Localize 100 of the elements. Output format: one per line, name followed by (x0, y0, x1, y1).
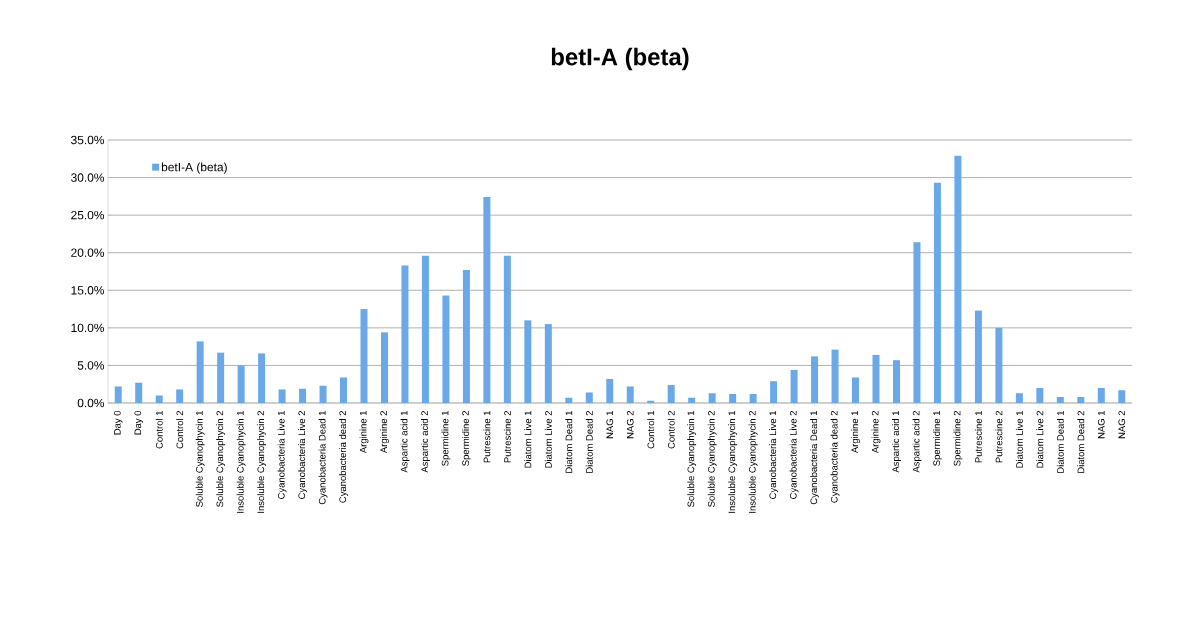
x-tick-label: Spermidine 1 (441, 411, 451, 466)
bar (565, 397, 573, 403)
bar (360, 309, 368, 403)
bar (483, 197, 491, 403)
bar (503, 255, 511, 403)
x-tick-label: Insoluble Cyanophycin 1 (728, 411, 738, 513)
bar (462, 270, 470, 403)
bar (1056, 396, 1064, 403)
bar (340, 377, 348, 403)
bar (626, 386, 634, 403)
y-tick-label: 10.0% (71, 323, 105, 333)
bar (380, 332, 388, 403)
bar (258, 353, 266, 403)
bar (995, 327, 1003, 403)
bar (401, 265, 409, 403)
bar (442, 295, 450, 403)
bar (708, 393, 716, 403)
x-tick-label: Insoluble Cyanophycin 1 (236, 411, 246, 513)
y-tick-label: 0.0% (77, 398, 105, 408)
x-tick-label: Cyanobacteria Live 2 (298, 411, 307, 499)
bar (892, 360, 900, 403)
x-tick-label: Putrescine 1 (974, 411, 982, 463)
x-tick-label: Control 2 (176, 411, 184, 449)
chart-title: betI-A (beta) (551, 47, 689, 71)
x-tick-label: Soluble Cyanophycin 1 (687, 411, 697, 507)
x-tick-label: Aspartic acid 1 (892, 411, 901, 473)
bar (544, 324, 552, 403)
x-tick-label: Control 1 (647, 411, 655, 449)
x-tick-label: Control 1 (155, 411, 163, 449)
bar (749, 393, 757, 403)
bar (1015, 393, 1023, 403)
bar (606, 378, 614, 403)
x-tick-label: Day 0 (134, 410, 144, 435)
x-tick-label: Soluble Cyanophycin 2 (216, 411, 226, 507)
bar (1118, 390, 1126, 403)
bar (913, 242, 921, 403)
x-tick-label: Diatom Live 1 (1015, 411, 1023, 468)
x-tick-label: Cyanobacteria Live 1 (769, 411, 779, 499)
x-tick-label: Arginine 1 (359, 411, 369, 454)
bar (933, 182, 941, 403)
x-tick-label: Soluble Cyanophycin 1 (195, 411, 205, 507)
x-tick-label: Cyanobacteria dead 2 (339, 411, 348, 503)
bar (1097, 387, 1105, 403)
x-tick-label: Cyanobacteria Live 2 (789, 411, 799, 499)
bar (196, 341, 204, 403)
x-tick-label: Aspartic acid 1 (400, 411, 410, 473)
y-tick-label: 15.0% (71, 286, 105, 295)
x-tick-label: Aspartic acid 2 (912, 411, 922, 473)
x-tick-label: Diatom Dead 2 (1077, 411, 1085, 473)
x-tick-label: Soluble Cyanophycin 2 (707, 411, 717, 507)
y-tick-label: 35.0% (71, 135, 105, 145)
bar (217, 352, 225, 403)
x-tick-label: Cyanobacteria Live 1 (277, 411, 287, 499)
bar (1077, 396, 1085, 403)
x-tick-label: Spermidine 1 (933, 411, 942, 466)
bar (278, 389, 286, 403)
x-tick-label: Diatom Live 1 (524, 411, 532, 468)
x-tick-label: NAG 2 (626, 410, 634, 439)
x-tick-label: Insoluble Cyanophycin 2 (257, 411, 267, 513)
bar (524, 320, 532, 403)
bar (237, 365, 245, 403)
x-tick-label: Insoluble Cyanophycin 2 (748, 411, 758, 513)
bar (729, 393, 737, 403)
bar (872, 354, 880, 403)
bar (176, 389, 184, 403)
x-tick-label: Arginine 1 (851, 411, 860, 454)
bar (585, 392, 593, 403)
x-tick-label: Arginine 2 (871, 411, 881, 454)
x-tick-label: Diatom Dead 1 (1056, 411, 1064, 473)
y-tick-label: 25.0% (71, 210, 105, 220)
x-tick-label: NAG 1 (606, 410, 614, 439)
bar (831, 349, 839, 403)
bar (770, 381, 778, 403)
bar (790, 369, 798, 403)
x-tick-label: Putrescine 2 (995, 411, 1003, 463)
bar (319, 385, 327, 403)
x-tick-label: Cyanobacteria dead 2 (830, 411, 840, 503)
y-tick-label: 30.0% (71, 173, 105, 182)
x-tick-label: Spermidine 2 (461, 411, 471, 466)
x-tick-label: Diatom Dead 2 (585, 411, 593, 473)
x-tick-label: Spermidine 2 (953, 411, 963, 466)
x-tick-label: Control 2 (667, 411, 675, 449)
x-tick-label: Day 0 (113, 410, 123, 435)
x-tick-label: Diatom Live 2 (1036, 411, 1044, 468)
bar (954, 155, 962, 403)
x-tick-label: Diatom Dead 1 (565, 411, 573, 473)
x-tick-label: Arginine 2 (380, 411, 389, 454)
x-tick-label: NAG 2 (1118, 410, 1126, 439)
x-tick-label: Diatom Live 2 (544, 411, 552, 468)
bar (667, 384, 675, 403)
x-tick-label: NAG 1 (1097, 410, 1105, 439)
bar (974, 310, 982, 403)
legend-label: betI-A (beta) (161, 162, 227, 174)
x-tick-label: Putrescine 2 (503, 411, 511, 463)
bar (811, 356, 819, 403)
y-tick-label: 20.0% (71, 248, 105, 257)
bar (688, 397, 696, 403)
x-tick-label: Cyanobacteria Dead 1 (810, 411, 819, 505)
bar (135, 382, 143, 403)
bar (421, 255, 429, 403)
